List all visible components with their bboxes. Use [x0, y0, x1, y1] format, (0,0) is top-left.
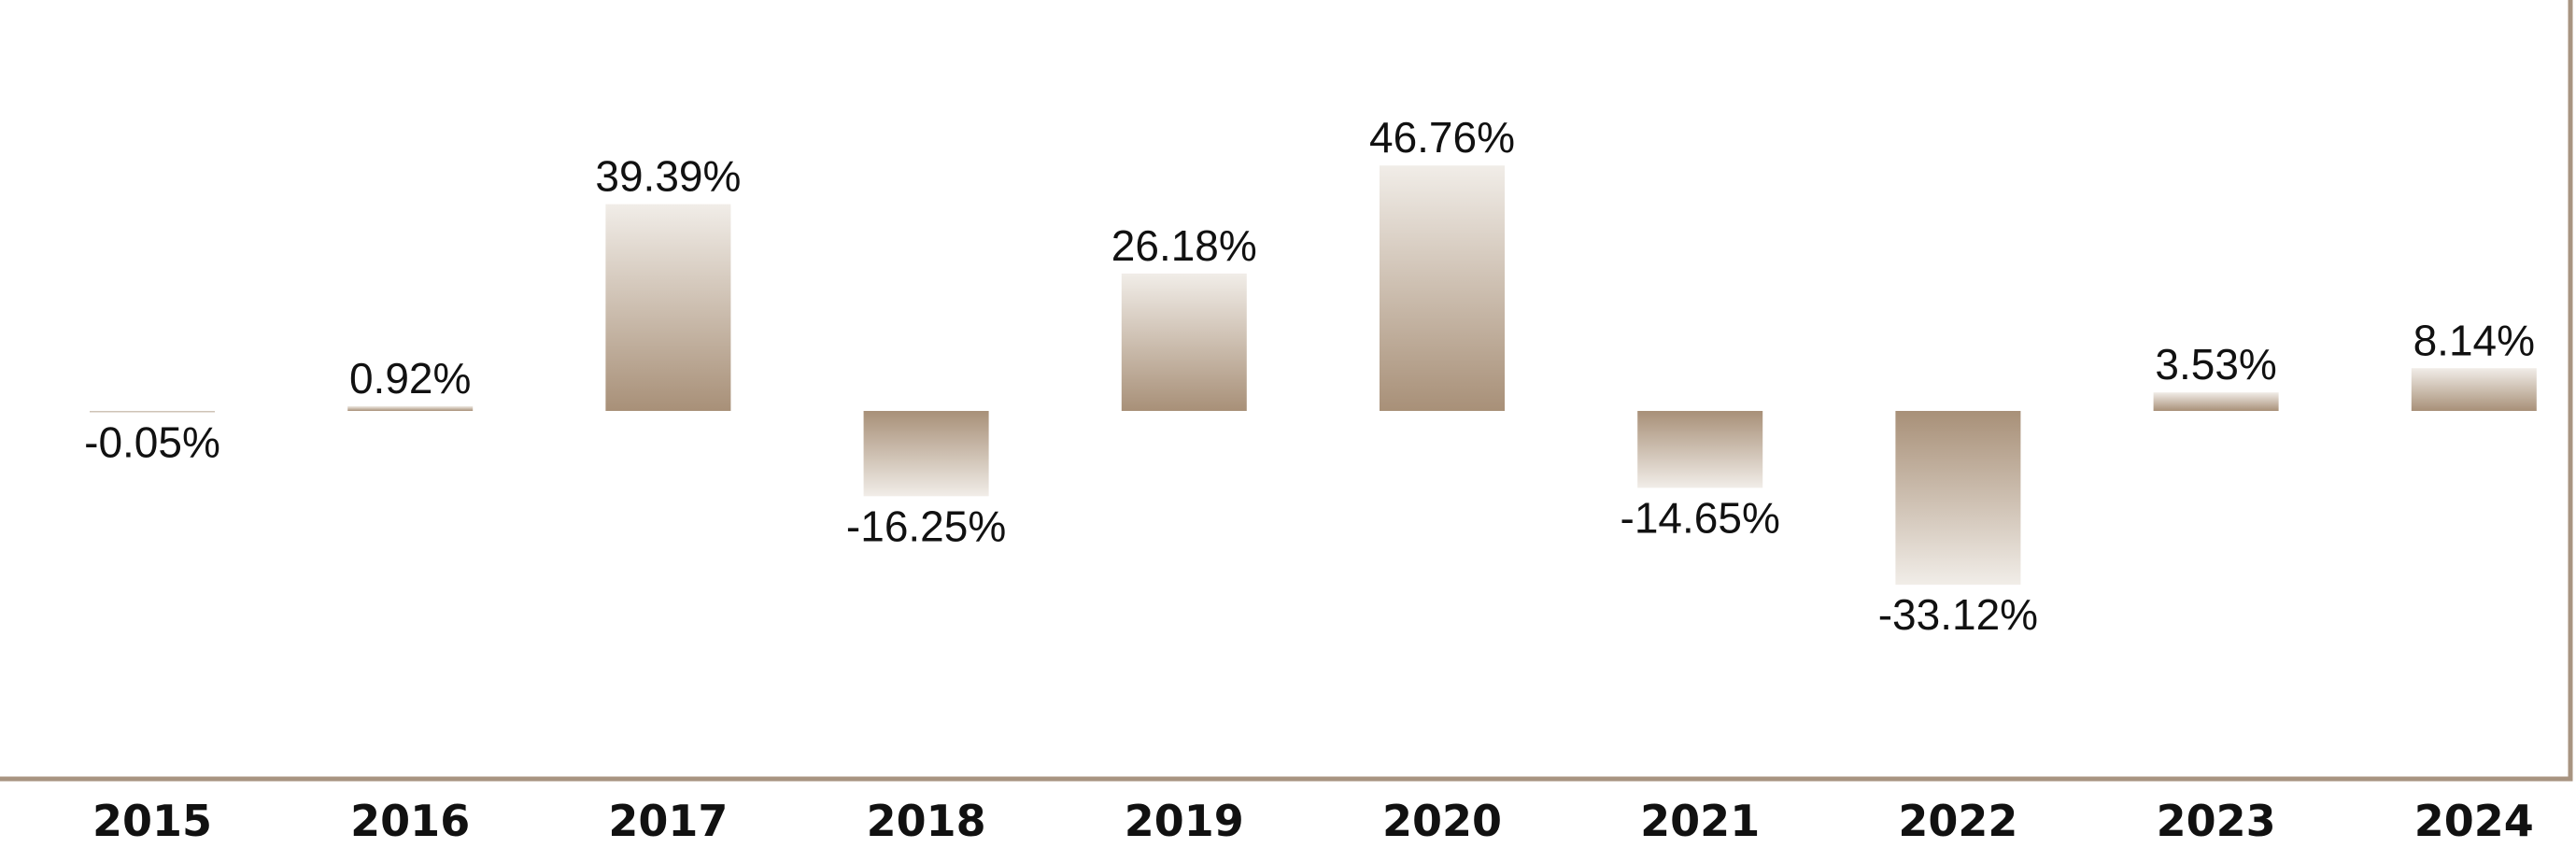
bar-2023: [2153, 392, 2279, 411]
x-axis-label-2018: 2018: [867, 796, 986, 846]
value-label-2022: -33.12%: [1878, 590, 2038, 639]
value-label-2017: 39.39%: [595, 152, 741, 201]
x-axis-label-2022: 2022: [1898, 796, 2017, 846]
value-label-2018: -16.25%: [846, 502, 1006, 550]
value-label-2020: 46.76%: [1369, 113, 1515, 162]
bar-2015: [90, 411, 215, 413]
bar-2016: [347, 405, 474, 411]
bar-2019: [1121, 273, 1247, 411]
x-axis-label-2023: 2023: [2157, 796, 2276, 846]
x-axis-label-2016: 2016: [350, 796, 470, 846]
chart-frame: [0, 0, 2573, 782]
x-axis-label-2017: 2017: [608, 796, 728, 846]
x-axis-labels-group: 2015 2016 2017 2018 2019 2020 2021 2022 2023 2024: [92, 796, 2534, 846]
bar-2024: [2411, 368, 2537, 411]
bar-2021: [1637, 411, 1763, 488]
value-label-2023: 3.53%: [2155, 340, 2276, 389]
bar-2018: [863, 411, 989, 497]
x-axis-label-2020: 2020: [1382, 796, 1502, 846]
value-label-2016: 0.92%: [349, 354, 471, 403]
value-labels-group: -0.05% 0.92% 39.39% -16.25% 26.18% 46.76% -14.…: [84, 113, 2535, 639]
value-label-2015: -0.05%: [84, 418, 220, 467]
x-axis-label-2024: 2024: [2414, 796, 2534, 846]
bars-group: [90, 165, 2537, 586]
value-label-2021: -14.65%: [1621, 493, 1780, 542]
bar-2020: [1380, 165, 1505, 411]
value-label-2019: 26.18%: [1111, 221, 1257, 270]
x-axis-label-2015: 2015: [92, 796, 212, 846]
x-axis-label-2021: 2021: [1640, 796, 1760, 846]
x-axis-label-2019: 2019: [1125, 796, 1244, 846]
value-label-2024: 8.14%: [2413, 316, 2535, 364]
bar-2017: [605, 204, 731, 411]
bar-2022: [1895, 411, 2021, 586]
